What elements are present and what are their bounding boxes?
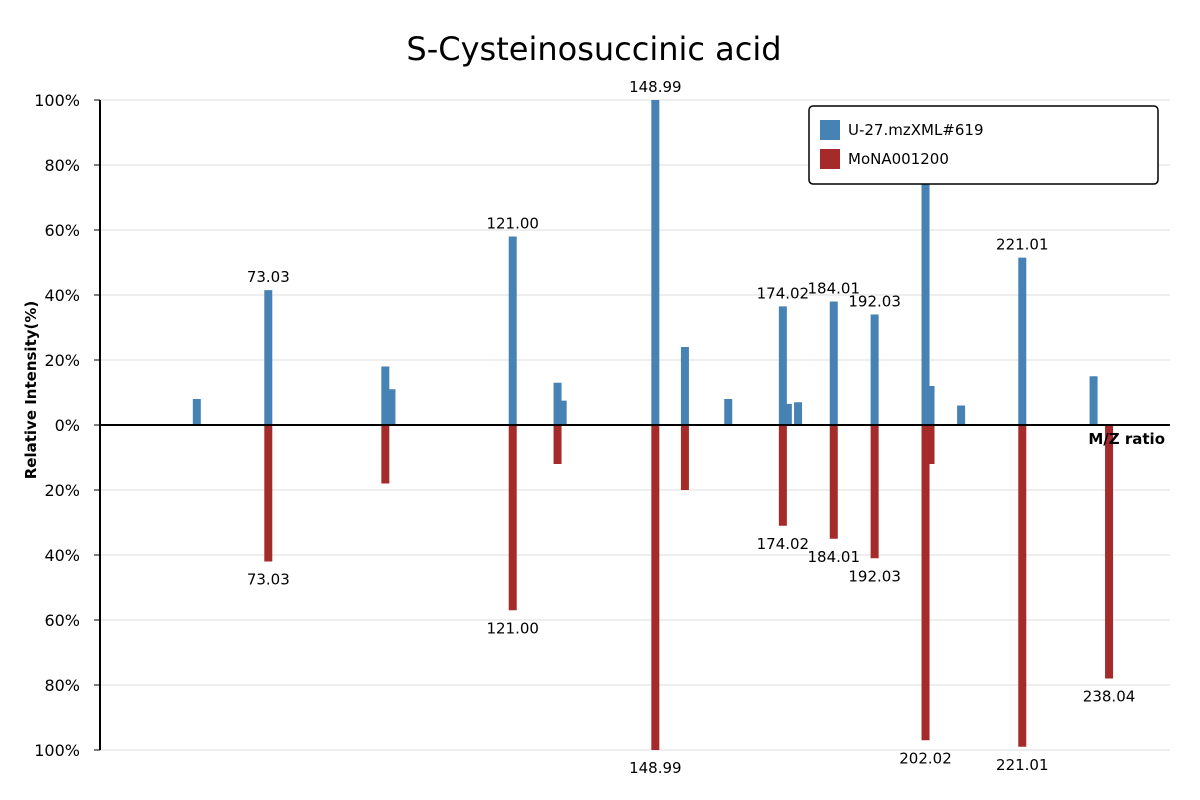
bar-series-1 <box>783 403 792 425</box>
y-tick-label: 20% <box>44 351 80 370</box>
legend-box <box>808 105 1159 185</box>
peak-label: 221.01 <box>996 236 1049 254</box>
y-tick-label: 40% <box>44 286 80 305</box>
peak-label: 148.99 <box>629 78 682 96</box>
legend-label-series-1: U-27.mzXML#619 <box>848 121 984 139</box>
bar-series-1 <box>192 399 201 425</box>
peak-label: 184.01 <box>808 280 861 298</box>
bar-series-1 <box>381 366 390 425</box>
bar-series-1 <box>724 399 733 425</box>
bar-series-2 <box>870 425 879 559</box>
peak-label: 192.03 <box>848 293 901 311</box>
y-tick-label: 60% <box>44 221 80 240</box>
peak-label: 148.99 <box>629 759 682 777</box>
bar-series-2 <box>829 425 838 539</box>
peak-label: 121.00 <box>486 619 539 637</box>
bar-series-2 <box>1105 425 1114 679</box>
chart-title: S-Cysteinosuccinic acid <box>406 30 781 68</box>
y-tick-label: 100% <box>34 91 80 110</box>
peak-label: 73.03 <box>247 571 290 589</box>
bar-series-1 <box>264 290 273 425</box>
bar-series-2 <box>553 425 562 464</box>
y-tick-label: 80% <box>44 156 80 175</box>
bar-series-1 <box>778 306 787 425</box>
bar-series-2 <box>1018 425 1027 747</box>
peak-label: 221.01 <box>996 756 1049 774</box>
bar-series-1 <box>680 347 689 425</box>
peak-label: 192.03 <box>848 567 901 585</box>
bar-series-2 <box>926 425 935 464</box>
bar-series-1 <box>957 405 966 425</box>
x-axis-title: M/Z ratio <box>1088 430 1165 448</box>
bar-series-1 <box>558 400 567 425</box>
bar-series-1 <box>651 100 660 425</box>
y-axis-title: Relative Intensity(%) <box>22 301 40 480</box>
bar-series-1 <box>387 389 396 425</box>
y-axis-ticks: 100% 80% 60% 40% 20% 0% 20% 40% 60% 80% 100% <box>34 91 100 760</box>
bar-series-2 <box>508 425 517 611</box>
legend: U-27.mzXML#619 MoNA001200 <box>808 105 1159 185</box>
peak-label: 238.04 <box>1083 688 1136 706</box>
legend-swatch-series-1 <box>820 120 840 140</box>
bar-series-1 <box>1089 376 1098 425</box>
y-tick-label: 80% <box>44 676 80 695</box>
bar-series-1 <box>926 386 935 425</box>
peak-label: 73.03 <box>247 268 290 286</box>
y-tick-label: 20% <box>44 481 80 500</box>
bars <box>192 100 1114 750</box>
bar-series-1 <box>921 171 930 425</box>
legend-swatch-series-2 <box>820 149 840 169</box>
y-tick-label: 40% <box>44 546 80 565</box>
peak-label: 184.01 <box>808 548 861 566</box>
bar-series-2 <box>264 425 273 562</box>
bar-series-2 <box>778 425 787 526</box>
bar-series-2 <box>651 425 660 750</box>
bar-series-2 <box>680 425 689 490</box>
peak-label: 174.02 <box>757 535 810 553</box>
y-tick-label: 60% <box>44 611 80 630</box>
y-tick-label: 0% <box>55 416 80 435</box>
bar-series-1 <box>508 236 517 425</box>
bar-series-1 <box>553 382 562 425</box>
bar-series-1 <box>870 314 879 425</box>
bar-series-1 <box>794 402 803 425</box>
grid-lines <box>100 99 1170 751</box>
peak-label: 174.02 <box>757 284 810 302</box>
peak-label: 202.02 <box>899 749 952 767</box>
peak-label: 121.00 <box>486 215 539 233</box>
legend-label-series-2: MoNA001200 <box>848 150 949 168</box>
bar-series-2 <box>921 425 930 741</box>
y-tick-label: 100% <box>34 741 80 760</box>
peak-labels: 73.03121.00148.99174.02184.01192.03202.0… <box>247 78 1135 777</box>
bar-series-2 <box>381 425 390 484</box>
bar-series-1 <box>829 301 838 425</box>
bar-series-1 <box>1018 257 1027 425</box>
